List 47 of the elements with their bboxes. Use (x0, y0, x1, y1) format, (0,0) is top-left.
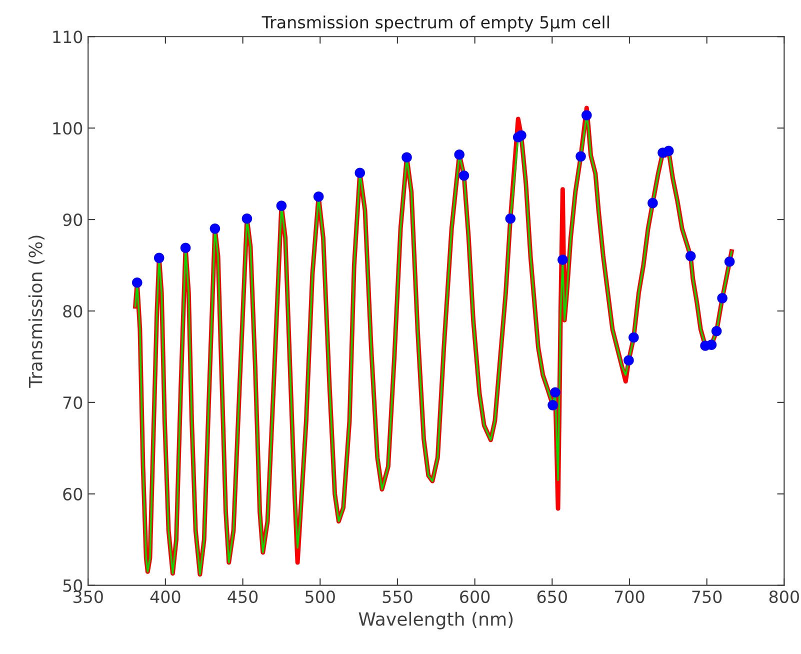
point (210, 224, 220, 234)
point (550, 387, 560, 398)
point (454, 149, 464, 160)
y-tick-label: 50 (63, 579, 82, 592)
x-tick-label: 400 (150, 590, 180, 604)
point (558, 254, 568, 265)
y-tick-label: 110 (53, 30, 82, 44)
point (628, 332, 639, 343)
x-tick-label: 700 (614, 590, 644, 604)
y-tick-label: 70 (63, 396, 82, 409)
point (180, 242, 191, 254)
x-tick-label: 650 (537, 590, 567, 604)
point (458, 170, 470, 181)
point (717, 293, 728, 304)
point (576, 151, 586, 162)
point (402, 152, 412, 162)
point (548, 400, 558, 410)
point (582, 110, 592, 120)
point (242, 213, 252, 224)
point (663, 146, 674, 156)
point (505, 213, 516, 224)
y-axis-title: Transmission (%) (28, 236, 45, 388)
x-tick-label: 450 (228, 590, 258, 604)
y-tick-label: 80 (63, 304, 82, 318)
x-tick-label: 750 (692, 590, 722, 604)
point (685, 250, 696, 262)
x-tick-label: 800 (769, 590, 799, 604)
x-tick-label: 550 (382, 590, 412, 604)
y-tick-label: 90 (63, 213, 82, 226)
point (711, 326, 722, 336)
y-tick-label: 100 (53, 122, 82, 135)
x-tick-label: 350 (73, 590, 103, 604)
point (648, 198, 658, 208)
point (154, 252, 164, 264)
point (724, 256, 735, 267)
x-tick-label: 600 (460, 590, 490, 604)
chart-title: Transmission spectrum of empty 5μm cell (262, 16, 609, 32)
x-tick-label: 500 (306, 590, 335, 604)
point (354, 168, 366, 178)
point (132, 277, 142, 288)
point (313, 192, 324, 202)
point (706, 340, 717, 350)
point (516, 130, 526, 141)
y-tick-label: 60 (63, 488, 82, 500)
point (276, 200, 287, 211)
x-axis-title: Wavelength (nm) (358, 612, 513, 630)
point (624, 355, 634, 366)
